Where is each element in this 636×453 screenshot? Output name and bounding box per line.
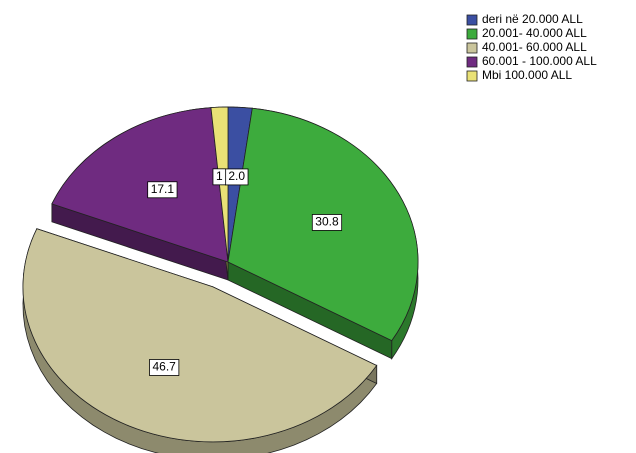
- slice: [51, 107, 229, 263]
- data-label-text: 2.0: [228, 169, 245, 183]
- pie-tops: [22, 106, 419, 443]
- legend-label: 20.001- 40.000 ALL: [482, 26, 587, 40]
- legend-swatch: [466, 56, 478, 68]
- data-label-text: 17.1: [151, 182, 175, 196]
- data-label-text: 46.7: [153, 360, 177, 374]
- data-label-text: 1: [216, 169, 223, 183]
- legend-label: 40.001- 60.000 ALL: [482, 40, 587, 54]
- legend-label: Mbi 100.000 ALL: [482, 68, 572, 82]
- data-label: 1: [212, 168, 227, 186]
- data-label-box: [147, 181, 178, 199]
- data-label: 17.1: [147, 181, 178, 199]
- data-label-box: [149, 359, 180, 376]
- slice: [22, 228, 378, 443]
- data-label: 30.8: [311, 214, 343, 231]
- legend-label: 60.001 - 100.000 ALL: [482, 54, 597, 68]
- data-label-box: [212, 168, 227, 186]
- data-label-box: [311, 214, 343, 231]
- legend-swatch: [466, 42, 478, 54]
- legend-swatch: [466, 28, 478, 40]
- legend-label: deri në 20.000 ALL: [482, 12, 583, 26]
- data-label: 46.7: [149, 359, 180, 376]
- legend-swatch: [466, 70, 478, 82]
- data-label-text: 30.8: [315, 215, 339, 229]
- data-label: 2.0: [224, 168, 249, 186]
- legend-swatch: [466, 14, 478, 26]
- data-labels: 2.0 30.8 46.7 17.1 1: [147, 168, 343, 376]
